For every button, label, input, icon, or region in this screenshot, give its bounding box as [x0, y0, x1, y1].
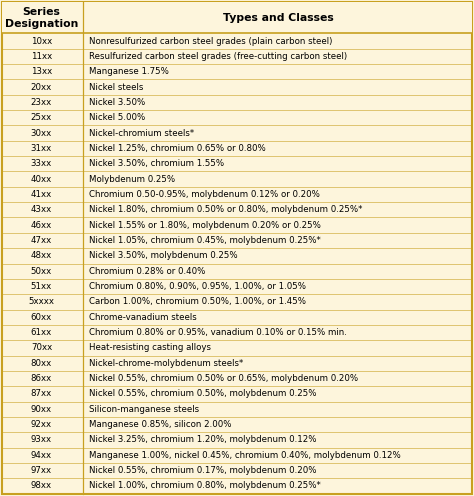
Text: Heat-resisting casting alloys: Heat-resisting casting alloys [89, 343, 210, 352]
Text: Silicon-manganese steels: Silicon-manganese steels [89, 405, 199, 414]
Text: Manganese 0.85%, silicon 2.00%: Manganese 0.85%, silicon 2.00% [89, 420, 231, 429]
Text: Nickel 0.55%, chromium 0.50% or 0.65%, molybdenum 0.20%: Nickel 0.55%, chromium 0.50% or 0.65%, m… [89, 374, 358, 383]
Text: Chromium 0.80% or 0.95%, vanadium 0.10% or 0.15% min.: Chromium 0.80% or 0.95%, vanadium 0.10% … [89, 328, 346, 337]
Text: Series
Designation: Series Designation [5, 7, 78, 29]
Text: Nickel 3.50%, molybdenum 0.25%: Nickel 3.50%, molybdenum 0.25% [89, 251, 237, 260]
Text: 90xx: 90xx [31, 405, 52, 414]
Text: 51xx: 51xx [31, 282, 52, 291]
Text: 61xx: 61xx [31, 328, 52, 337]
Text: Chromium 0.80%, 0.90%, 0.95%, 1.00%, or 1.05%: Chromium 0.80%, 0.90%, 0.95%, 1.00%, or … [89, 282, 306, 291]
Text: 47xx: 47xx [31, 236, 52, 245]
Text: Manganese 1.00%, nickel 0.45%, chromium 0.40%, molybdenum 0.12%: Manganese 1.00%, nickel 0.45%, chromium … [89, 451, 401, 460]
Text: 5xxxx: 5xxxx [28, 297, 55, 307]
Text: Nickel 3.50%, chromium 1.55%: Nickel 3.50%, chromium 1.55% [89, 159, 224, 168]
Text: 40xx: 40xx [31, 175, 52, 184]
Text: 80xx: 80xx [31, 359, 52, 368]
Text: 23xx: 23xx [31, 98, 52, 107]
Text: 10xx: 10xx [31, 37, 52, 46]
Text: 20xx: 20xx [31, 83, 52, 92]
Text: Nickel steels: Nickel steels [89, 83, 143, 92]
Text: Nickel 3.50%: Nickel 3.50% [89, 98, 145, 107]
Text: 41xx: 41xx [31, 190, 52, 199]
Text: 98xx: 98xx [31, 481, 52, 491]
Text: 50xx: 50xx [31, 267, 52, 276]
Text: Nickel-chromium steels*: Nickel-chromium steels* [89, 128, 194, 138]
Text: 31xx: 31xx [31, 144, 52, 153]
Text: Manganese 1.75%: Manganese 1.75% [89, 67, 169, 76]
Text: Chrome-vanadium steels: Chrome-vanadium steels [89, 312, 196, 322]
Text: 70xx: 70xx [31, 343, 52, 352]
Text: Nickel 3.25%, chromium 1.20%, molybdenum 0.12%: Nickel 3.25%, chromium 1.20%, molybdenum… [89, 435, 316, 444]
Text: Carbon 1.00%, chromium 0.50%, 1.00%, or 1.45%: Carbon 1.00%, chromium 0.50%, 1.00%, or … [89, 297, 306, 307]
Text: 11xx: 11xx [31, 52, 52, 61]
Text: 97xx: 97xx [31, 466, 52, 475]
Text: Nickel 1.80%, chromium 0.50% or 0.80%, molybdenum 0.25%*: Nickel 1.80%, chromium 0.50% or 0.80%, m… [89, 205, 362, 214]
Text: 92xx: 92xx [31, 420, 52, 429]
Text: 48xx: 48xx [31, 251, 52, 260]
Text: Types and Classes: Types and Classes [223, 13, 334, 23]
Text: 93xx: 93xx [31, 435, 52, 444]
Text: Nickel 0.55%, chromium 0.50%, molybdenum 0.25%: Nickel 0.55%, chromium 0.50%, molybdenum… [89, 389, 316, 398]
Text: Chromium 0.50-0.95%, molybdenum 0.12% or 0.20%: Chromium 0.50-0.95%, molybdenum 0.12% or… [89, 190, 319, 199]
Text: 30xx: 30xx [31, 128, 52, 138]
Text: 13xx: 13xx [31, 67, 52, 76]
Text: Chromium 0.28% or 0.40%: Chromium 0.28% or 0.40% [89, 267, 205, 276]
Text: 25xx: 25xx [31, 113, 52, 123]
Text: Nickel 0.55%, chromium 0.17%, molybdenum 0.20%: Nickel 0.55%, chromium 0.17%, molybdenum… [89, 466, 316, 475]
Text: Nickel 5.00%: Nickel 5.00% [89, 113, 145, 123]
Text: 46xx: 46xx [31, 221, 52, 230]
Text: 33xx: 33xx [31, 159, 52, 168]
Text: Nickel 1.05%, chromium 0.45%, molybdenum 0.25%*: Nickel 1.05%, chromium 0.45%, molybdenum… [89, 236, 320, 245]
Text: 87xx: 87xx [31, 389, 52, 398]
Text: Molybdenum 0.25%: Molybdenum 0.25% [89, 175, 175, 184]
Text: Nickel 1.00%, chromium 0.80%, molybdenum 0.25%*: Nickel 1.00%, chromium 0.80%, molybdenum… [89, 481, 320, 491]
Text: Nickel 1.25%, chromium 0.65% or 0.80%: Nickel 1.25%, chromium 0.65% or 0.80% [89, 144, 265, 153]
Text: Resulfurized carbon steel grades (free-cutting carbon steel): Resulfurized carbon steel grades (free-c… [89, 52, 347, 61]
Text: Nickel-chrome-molybdenum steels*: Nickel-chrome-molybdenum steels* [89, 359, 243, 368]
Text: Nonresulfurized carbon steel grades (plain carbon steel): Nonresulfurized carbon steel grades (pla… [89, 37, 332, 46]
FancyBboxPatch shape [2, 2, 472, 34]
Text: Nickel 1.55% or 1.80%, molybdenum 0.20% or 0.25%: Nickel 1.55% or 1.80%, molybdenum 0.20% … [89, 221, 320, 230]
Text: 43xx: 43xx [31, 205, 52, 214]
Text: 86xx: 86xx [31, 374, 52, 383]
Text: 60xx: 60xx [31, 312, 52, 322]
Text: 94xx: 94xx [31, 451, 52, 460]
